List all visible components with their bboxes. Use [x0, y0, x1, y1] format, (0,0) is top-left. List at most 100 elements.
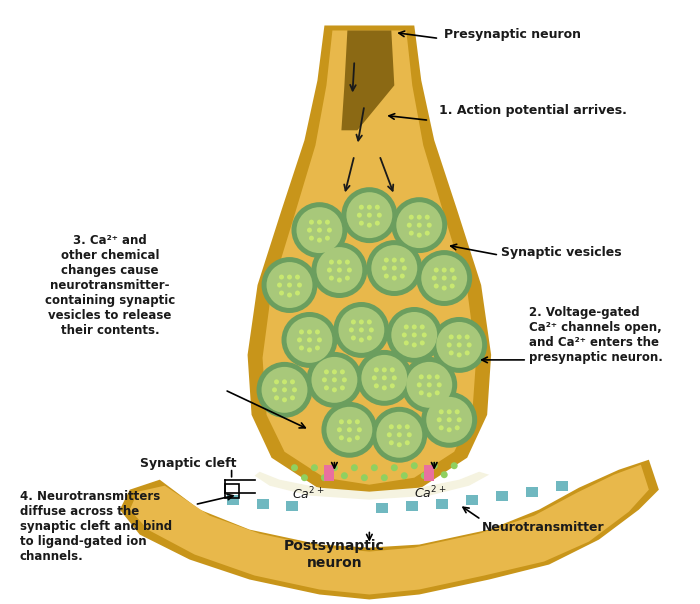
- Circle shape: [377, 412, 422, 458]
- Circle shape: [337, 427, 342, 432]
- Circle shape: [339, 435, 344, 440]
- Circle shape: [456, 417, 462, 422]
- Circle shape: [337, 268, 342, 272]
- Circle shape: [356, 350, 412, 406]
- Circle shape: [456, 342, 462, 347]
- Polygon shape: [342, 30, 394, 130]
- Polygon shape: [120, 460, 659, 600]
- Circle shape: [409, 231, 414, 236]
- Text: Postsynaptic
neuron: Postsynaptic neuron: [284, 539, 385, 570]
- Circle shape: [401, 472, 408, 479]
- Circle shape: [442, 268, 447, 272]
- Circle shape: [339, 419, 344, 424]
- Bar: [526, 487, 538, 496]
- Circle shape: [341, 472, 348, 479]
- Circle shape: [449, 350, 454, 355]
- Circle shape: [355, 419, 360, 424]
- Circle shape: [391, 197, 447, 253]
- Text: 4. Neurotransmitters
diffuse across the
synaptic cleft and bind
to ligand-gated : 4. Neurotransmitters diffuse across the …: [20, 490, 172, 563]
- Circle shape: [267, 262, 312, 308]
- Circle shape: [257, 362, 312, 418]
- Circle shape: [420, 324, 425, 329]
- Circle shape: [390, 384, 395, 388]
- Bar: [257, 499, 269, 509]
- Circle shape: [357, 427, 362, 432]
- Circle shape: [404, 341, 409, 345]
- Circle shape: [327, 228, 332, 233]
- Circle shape: [412, 342, 416, 347]
- Circle shape: [316, 247, 363, 293]
- Bar: [225, 484, 239, 498]
- Circle shape: [432, 275, 437, 280]
- Circle shape: [282, 397, 287, 402]
- Circle shape: [351, 320, 356, 324]
- Circle shape: [290, 396, 295, 400]
- Circle shape: [312, 242, 368, 298]
- Circle shape: [317, 237, 322, 243]
- Circle shape: [291, 464, 298, 471]
- Circle shape: [371, 464, 378, 471]
- Circle shape: [359, 320, 364, 324]
- Circle shape: [401, 357, 457, 413]
- Circle shape: [442, 286, 447, 291]
- Circle shape: [347, 427, 352, 432]
- Circle shape: [404, 324, 409, 329]
- Circle shape: [372, 375, 377, 381]
- Circle shape: [281, 312, 337, 368]
- Circle shape: [402, 332, 407, 338]
- Circle shape: [456, 335, 462, 339]
- Circle shape: [295, 291, 300, 295]
- Circle shape: [416, 382, 422, 387]
- Circle shape: [435, 390, 440, 396]
- Circle shape: [421, 255, 467, 301]
- Circle shape: [465, 335, 470, 339]
- Circle shape: [367, 205, 372, 210]
- Circle shape: [416, 233, 422, 237]
- Circle shape: [337, 278, 342, 283]
- Circle shape: [333, 302, 389, 358]
- Circle shape: [277, 283, 282, 288]
- Circle shape: [427, 382, 432, 387]
- Circle shape: [312, 357, 358, 403]
- Circle shape: [326, 407, 372, 453]
- Circle shape: [292, 387, 297, 393]
- Circle shape: [311, 464, 318, 471]
- Circle shape: [262, 367, 307, 413]
- Circle shape: [367, 320, 372, 324]
- Circle shape: [337, 260, 342, 265]
- Circle shape: [297, 207, 342, 253]
- Circle shape: [317, 338, 322, 342]
- Circle shape: [332, 370, 337, 374]
- Circle shape: [299, 329, 304, 335]
- Circle shape: [456, 352, 462, 358]
- Circle shape: [282, 387, 287, 393]
- Circle shape: [299, 345, 304, 350]
- Circle shape: [346, 192, 392, 238]
- Circle shape: [309, 220, 314, 225]
- Circle shape: [349, 327, 354, 332]
- Circle shape: [315, 329, 320, 335]
- Circle shape: [345, 260, 350, 265]
- Circle shape: [369, 327, 374, 332]
- Circle shape: [367, 335, 372, 341]
- Circle shape: [307, 228, 312, 233]
- Circle shape: [324, 385, 329, 390]
- Circle shape: [317, 220, 322, 225]
- Bar: [286, 501, 298, 510]
- Circle shape: [279, 291, 284, 295]
- Circle shape: [325, 220, 330, 225]
- Circle shape: [359, 338, 364, 342]
- Circle shape: [367, 223, 372, 228]
- Circle shape: [307, 329, 312, 335]
- Circle shape: [286, 317, 332, 363]
- Circle shape: [382, 266, 387, 271]
- Circle shape: [287, 283, 292, 288]
- Circle shape: [361, 474, 368, 481]
- Circle shape: [291, 202, 347, 258]
- Circle shape: [340, 385, 345, 390]
- Circle shape: [447, 342, 452, 347]
- Circle shape: [449, 268, 455, 272]
- Circle shape: [374, 205, 380, 210]
- Bar: [424, 464, 434, 481]
- Circle shape: [295, 275, 300, 280]
